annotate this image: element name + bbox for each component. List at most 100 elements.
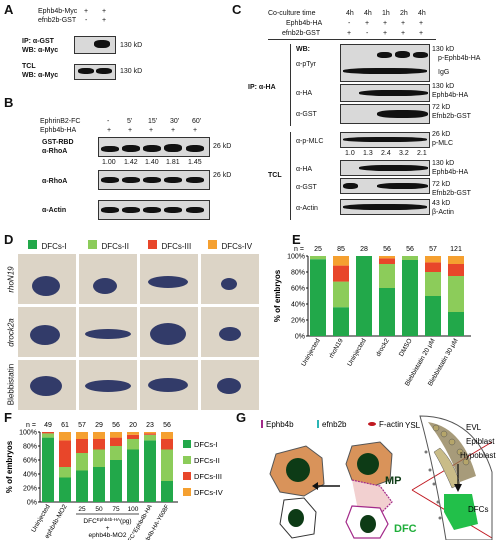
panel-b-quant-4: 1.81 <box>166 159 180 166</box>
panel-c-b7-label: α-Actin <box>296 205 318 212</box>
hypoblast-label: Hypoblast <box>460 451 496 460</box>
mp-cell-2-nucleus <box>357 453 379 475</box>
legend-label: DFCs-I <box>194 440 218 449</box>
panel-b-blot2-band5 <box>186 177 204 183</box>
row-label-blebbistatin: Blebbistatin <box>6 363 16 406</box>
panel-c-blot6-band2 <box>377 183 428 189</box>
n-value: 56 <box>112 422 120 429</box>
n-value: 20 <box>129 422 137 429</box>
bar-segment-dfcs-i <box>379 288 395 336</box>
bar-segment-dfcs-iii <box>161 439 173 450</box>
x-tick-label: 50 <box>95 506 103 513</box>
dfc-cluster <box>219 327 241 341</box>
row-label-rhon19: rhoN19 <box>6 266 16 293</box>
n-value: 57 <box>78 422 86 429</box>
panel-c-r1-v1: - <box>348 20 351 27</box>
panel-c-r2-v5: + <box>419 30 424 37</box>
panel-b-r1-v5: 60' <box>192 118 202 125</box>
legend-label: DFCs-I <box>41 242 67 251</box>
panel-c-quant-4: 3.2 <box>399 150 409 157</box>
panel-c-r1-v4: + <box>401 20 406 27</box>
panel-b-blot3-band5 <box>186 207 204 213</box>
epiblast-cells <box>432 424 470 466</box>
bar-segment-dfcs-ii <box>161 449 173 481</box>
panel-c-r0-v4: 2h <box>400 10 408 17</box>
legend-label: DFCs-II <box>101 242 130 251</box>
panel-a-blot1-label1: IP: α-GST <box>22 38 54 45</box>
x-tick-label: drock2 <box>375 337 391 358</box>
panel-d-legend-2: DFCs-II <box>88 236 129 254</box>
panel-b-r2-v3: + <box>149 127 154 134</box>
panel-a-blot2-band2 <box>96 68 112 74</box>
panel-b-blot3-band2 <box>122 207 140 213</box>
n-value: 56 <box>406 246 414 253</box>
bar-segment-dfcs-i <box>76 470 88 502</box>
bar-segment-dfcs-iii <box>144 433 156 435</box>
dfc-cluster <box>148 276 188 288</box>
panel-c-r0-v3: 1h <box>382 10 390 17</box>
panel-c-r2-v4: + <box>401 30 406 37</box>
dfc-cluster <box>85 380 131 392</box>
panel-c-b4-label: α-p-MLC <box>296 138 324 145</box>
panel-c-pmlc: p-MLC <box>432 140 454 147</box>
y-tick-label: 20% <box>23 486 37 493</box>
legend-swatch <box>183 440 191 448</box>
n-value: 28 <box>360 246 368 253</box>
y-tick-label: 0% <box>27 500 37 507</box>
chart-e: 0% 20% 40% 60% 80% 100% % of embryos n = 25 Uninj… <box>273 246 471 387</box>
bar-segment-dfcs-i <box>402 260 418 336</box>
panel-c-r2-v3: + <box>383 30 388 37</box>
legend-swatch <box>183 456 191 464</box>
panel-c-blot6-band1 <box>343 183 358 189</box>
panel-a-marker2: 130 kD <box>120 68 143 75</box>
bar-segment-dfcs-iv <box>333 256 349 266</box>
panel-c-m130c: 130 kD <box>432 160 455 167</box>
group-label-main: DFC <box>83 518 97 525</box>
panel-c-r0-v5: 4h <box>418 10 426 17</box>
panel-b-r2-v1: + <box>107 127 112 134</box>
bar-segment-dfcs-iv <box>59 432 71 441</box>
group-label-unit: (pg) <box>120 518 132 525</box>
legend-label: DFCs-II <box>194 456 220 465</box>
panel-b-quant-5: 1.45 <box>188 159 202 166</box>
panel-c-quant-5: 2.1 <box>417 150 427 157</box>
panel-a-row1-label: Ephb4b-Myc <box>38 8 78 15</box>
factin-legend-mark <box>368 422 376 426</box>
panel-b-blot1-band1 <box>101 146 119 152</box>
n-value: 61 <box>61 422 69 429</box>
y-tick-label: 0% <box>295 334 305 341</box>
panel-c-blot1-igg <box>343 68 427 74</box>
legend-label: DFCs-IV <box>221 242 253 251</box>
panel-c-efnb2b-gst: Efnb2b-GST <box>432 113 471 120</box>
bar-segment-dfcs-iii <box>110 437 122 446</box>
micrograph-blebbistatin-4 <box>201 360 259 410</box>
panel-c-m130b: 130 kD <box>432 83 455 90</box>
bar-segment-dfcs-i <box>93 467 105 502</box>
bar-segment-dfcs-iv <box>144 432 156 434</box>
panel-c-m72b: 72 kD <box>432 181 451 188</box>
panel-a-r1-v1: + <box>84 8 89 15</box>
panel-d-row-label-3: Blebbistatin <box>4 360 16 410</box>
y-tick-label: 60% <box>291 286 305 293</box>
panel-a-blot2-label1: TCL <box>22 63 36 70</box>
y-tick-label: 100% <box>19 430 37 437</box>
bar-segment-dfcs-i <box>59 477 71 502</box>
panel-c-b5-label: α-HA <box>296 166 313 173</box>
panel-c-m43: 43 kD <box>432 200 451 207</box>
panel-b-r1-v1: - <box>107 118 110 125</box>
panel-c-blot1 <box>340 44 430 82</box>
mp-nucleus <box>286 458 310 482</box>
bar-segment-dfcs-ii <box>144 434 156 441</box>
dfcs-arrow-head-icon <box>454 484 462 492</box>
evl-layer <box>419 415 493 540</box>
x-tick-label: 75 <box>112 506 120 513</box>
panel-c-blot1-band5 <box>413 52 428 58</box>
panel-a-row2-label: efnb2b-GST <box>38 17 77 24</box>
bar-segment-dfcs-iii <box>93 439 105 450</box>
panel-c-row0-label: Co-culture time <box>268 10 316 17</box>
n-label: n = <box>26 422 36 429</box>
legend-swatch-dfcs-i <box>28 240 37 250</box>
n-value: 121 <box>450 246 462 253</box>
n-value: 29 <box>95 422 103 429</box>
panel-b-blot1-band5 <box>186 145 204 152</box>
